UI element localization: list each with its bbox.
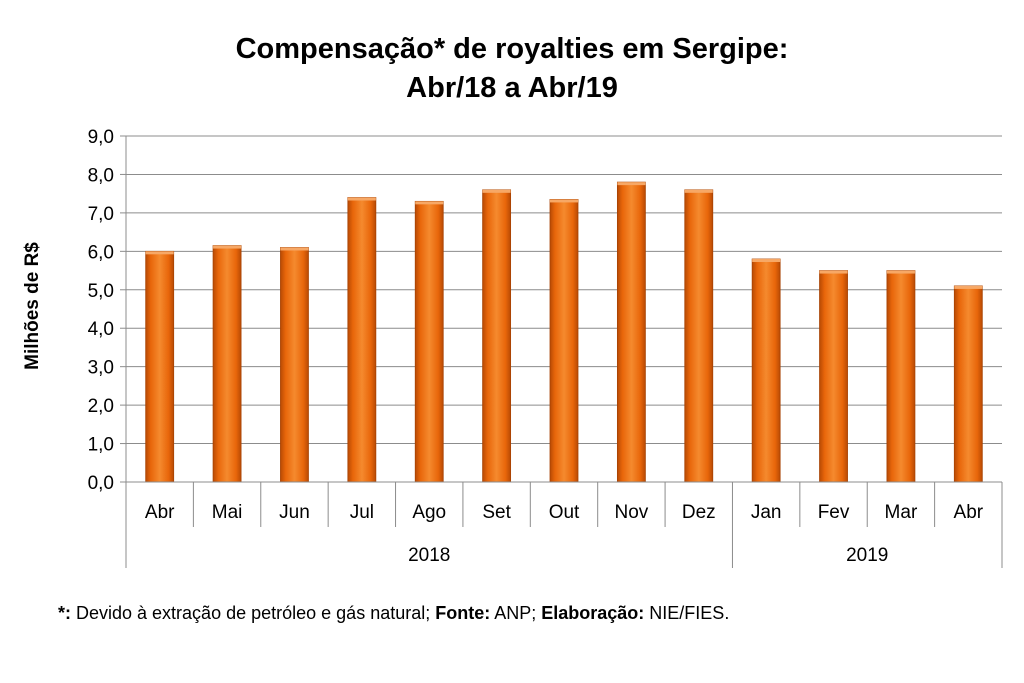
footnote-author-text: NIE/FIES. [644, 603, 730, 623]
bar-top-highlight [482, 189, 511, 193]
chart-title-line2: Abr/18 a Abr/19 [406, 72, 618, 104]
x-tick-label: Set [482, 502, 511, 523]
bar-top-highlight [752, 259, 781, 263]
footnote-source-text: ANP; [490, 603, 542, 623]
y-tick-label: 7,0 [88, 204, 114, 225]
bar-top-highlight [684, 189, 713, 193]
x-group-label: 2019 [846, 545, 888, 566]
y-tick-label: 0,0 [88, 473, 114, 494]
x-tick-label: Jun [279, 502, 310, 523]
x-tick-label: Fev [818, 502, 850, 523]
y-axis-label: Milhões de R$ [22, 242, 43, 370]
bar [819, 270, 848, 483]
y-tick-label: 3,0 [88, 358, 114, 379]
bar-top-highlight [145, 251, 174, 255]
x-tick-label: Mai [212, 502, 243, 523]
footnote-star-label: *: [58, 603, 71, 623]
y-tick-label: 2,0 [88, 396, 114, 417]
chart-title-line1: Compensação* de royalties em Sergipe: [235, 33, 789, 65]
y-axis-tick-labels: 0,0 1,0 2,0 3,0 4,0 5,0 6,0 7,0 8,0 9,0 [88, 127, 114, 494]
x-group-label: 2018 [408, 545, 450, 566]
x-tick-label: Mar [885, 502, 918, 523]
bar-top-highlight [280, 247, 309, 251]
bar-top-highlight [819, 270, 848, 274]
y-tick-label: 8,0 [88, 165, 114, 186]
bars [145, 181, 983, 483]
bar-top-highlight [415, 201, 444, 205]
bar [886, 270, 916, 483]
x-tick-label: Jan [751, 502, 782, 523]
footnote: *: Devido à extração de petróleo e gás n… [58, 603, 729, 624]
x-tick-label: Nov [614, 502, 648, 523]
x-tick-label: Out [549, 502, 580, 523]
bar [684, 189, 714, 483]
chart-title: Compensação* de royalties em Sergipe: Ab… [0, 30, 1024, 108]
bar [482, 189, 512, 483]
bar-top-highlight [886, 270, 915, 274]
y-tick-label: 1,0 [88, 435, 114, 456]
footnote-source-label: Fonte: [435, 603, 491, 623]
bar [549, 199, 579, 483]
x-axis: Abr Mai Jun Jul Ago Set Out Nov Dez Jan Fev Mar Abr 2… [125, 136, 1003, 568]
x-tick-label: Ago [412, 502, 446, 523]
x-tick-label: Jul [350, 502, 374, 523]
bar-top-highlight [213, 245, 242, 249]
bar [953, 285, 983, 483]
footnote-star-text: Devido à extração de petróleo e gás natu… [71, 603, 436, 623]
y-tick-label: 9,0 [88, 127, 114, 148]
y-tick-label: 5,0 [88, 281, 114, 302]
x-tick-label: Abr [954, 502, 984, 523]
bar [751, 258, 781, 483]
bar [414, 200, 444, 483]
footnote-author-label: Elaboração: [541, 603, 645, 623]
x-tick-label: Abr [145, 502, 175, 523]
x-tick-label: Dez [682, 502, 716, 523]
bar [145, 250, 175, 483]
bar [212, 245, 242, 483]
y-tick-label: 4,0 [88, 319, 114, 340]
bar-top-highlight [550, 199, 578, 203]
bar-top-highlight [954, 285, 983, 289]
bar-top-highlight [617, 182, 646, 186]
y-tick-label: 6,0 [88, 242, 114, 263]
bar [616, 181, 646, 483]
bar-top-highlight [347, 197, 376, 201]
bar [280, 247, 309, 483]
bar [347, 197, 377, 483]
